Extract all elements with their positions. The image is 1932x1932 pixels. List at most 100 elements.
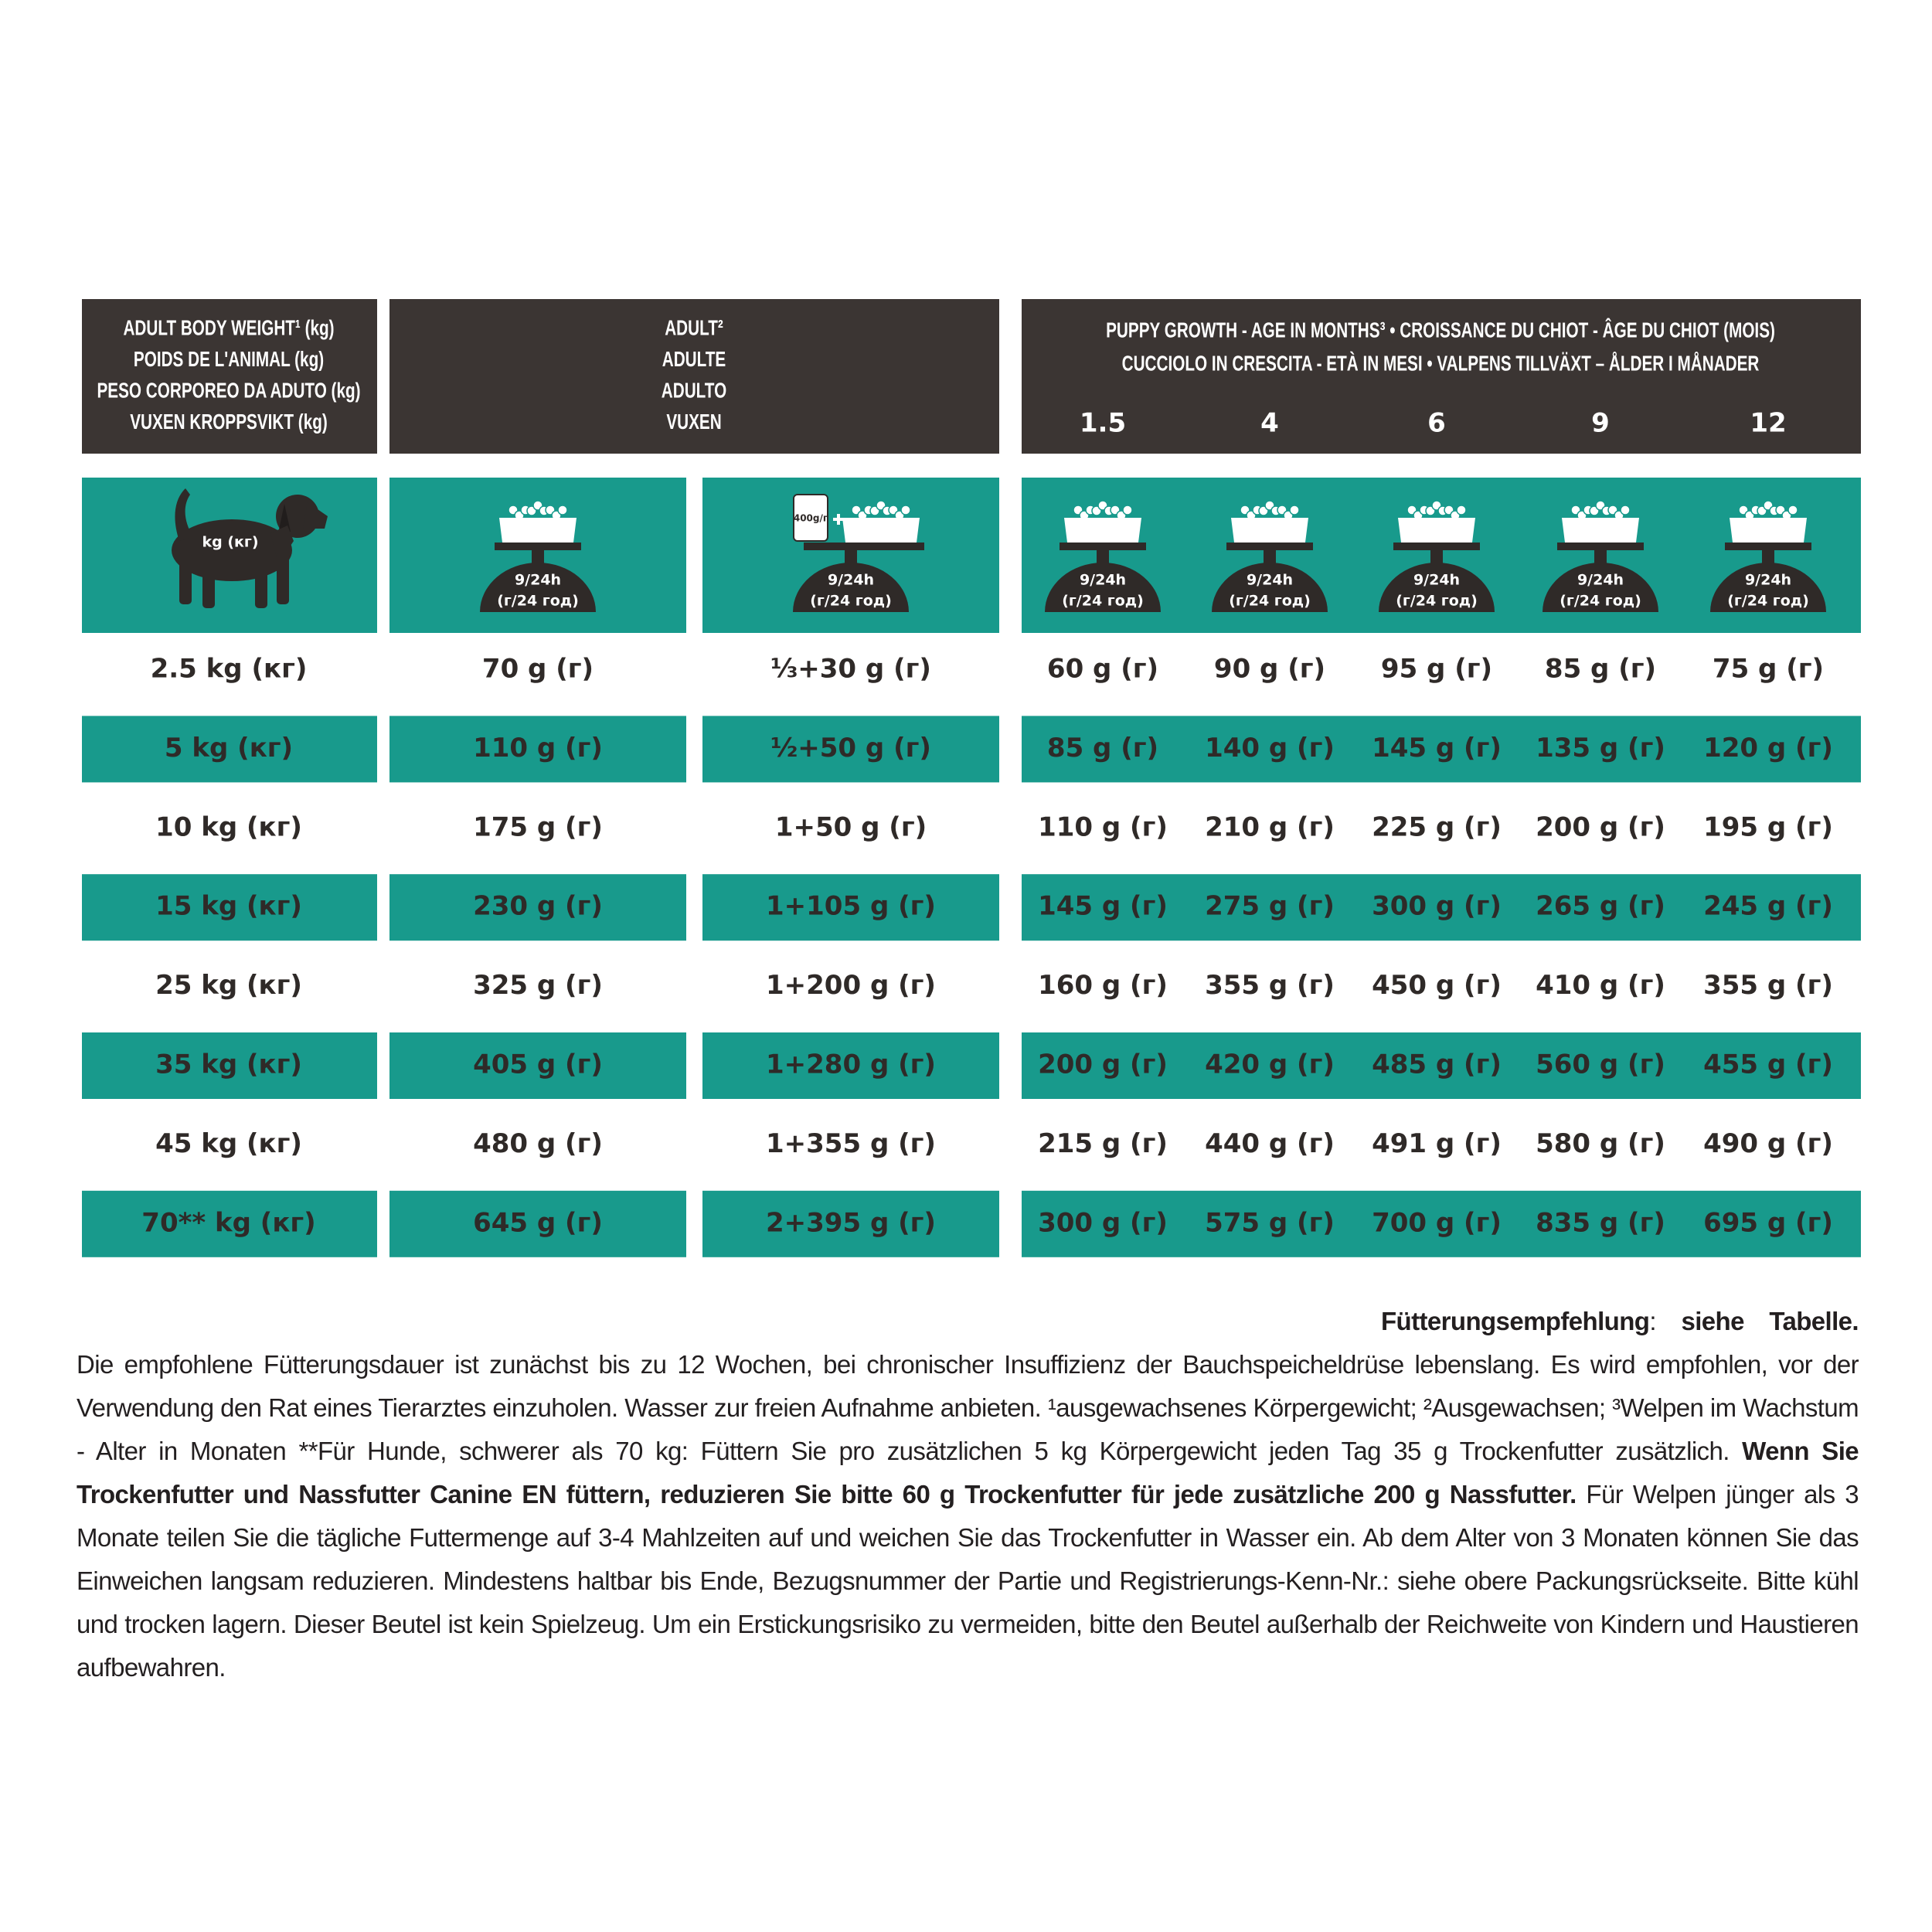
cell: 695 g (г)	[1703, 1207, 1833, 1238]
cell: 450 g (г)	[1372, 970, 1502, 1001]
bowl-icon	[842, 500, 920, 543]
bowl	[1064, 518, 1141, 543]
cell: 300 g (г)	[1038, 1207, 1168, 1238]
cell: 405 g (г)	[473, 1049, 603, 1080]
cell: 45 kg (кг)	[155, 1128, 302, 1159]
stem	[1264, 550, 1276, 566]
label: 9/24h	[1413, 572, 1460, 589]
cell: 490 g (г)	[1703, 1128, 1833, 1159]
pellet	[1289, 505, 1300, 515]
cell: 70** kg (кг)	[141, 1207, 315, 1238]
row-band	[82, 874, 377, 941]
label: (г/24 год)	[810, 593, 892, 610]
row-band	[389, 1190, 686, 1257]
label: 9/24h	[828, 572, 874, 589]
label: 9/24h	[1745, 572, 1791, 589]
cell: 145 g (г)	[1038, 891, 1168, 922]
row-band	[1022, 874, 1861, 941]
footnote-run: :	[1649, 1307, 1682, 1335]
header-panel	[389, 299, 999, 454]
cell: 200 g (г)	[1038, 1049, 1168, 1080]
stem	[845, 550, 857, 566]
scale-dome	[1543, 563, 1658, 612]
footnote-run: Für Welpen jünger als 3 Monate teilen Si…	[77, 1480, 1859, 1682]
header-panel	[82, 299, 377, 454]
label: (г/24 год)	[1727, 593, 1809, 610]
cell: 60 g (г)	[1047, 654, 1158, 685]
cell: 110 g (г)	[473, 733, 603, 764]
label: VUXEN	[666, 410, 721, 434]
cell: 245 g (г)	[1703, 891, 1833, 922]
label: PESO CORPOREO DA ADUTO (kg)	[97, 379, 360, 403]
label: ADULTO	[662, 379, 726, 403]
label: 4	[1260, 408, 1279, 439]
scale-dome	[1045, 563, 1161, 612]
footnote: Fütterungsempfehlung: siehe Tabelle. Die…	[77, 1300, 1859, 1689]
cell: 2.5 kg (кг)	[151, 654, 308, 685]
pellet	[900, 505, 911, 515]
cell: 1+50 g (г)	[775, 811, 927, 842]
bowl	[1231, 518, 1308, 543]
cell: 1+105 g (г)	[766, 891, 936, 922]
label: ADULTE	[662, 348, 726, 372]
plate	[1060, 543, 1146, 550]
cell: 440 g (г)	[1205, 1128, 1335, 1159]
cell: 835 g (г)	[1536, 1207, 1665, 1238]
cell: 110 g (г)	[1038, 811, 1168, 842]
label: 9/24h	[515, 572, 561, 589]
cell: 135 g (г)	[1536, 733, 1665, 764]
row-band	[1022, 1032, 1861, 1099]
cell: ½+50 g (г)	[770, 733, 931, 764]
cell: 35 kg (кг)	[155, 1049, 302, 1080]
plate	[804, 543, 924, 550]
label: (г/24 год)	[1062, 593, 1144, 610]
plate	[495, 543, 581, 550]
cell: 1+355 g (г)	[766, 1128, 936, 1159]
row-band	[82, 1190, 377, 1257]
cell: 275 g (г)	[1205, 891, 1335, 922]
cell: 230 g (г)	[473, 891, 603, 922]
cell: 215 g (г)	[1038, 1128, 1168, 1159]
label: (г/24 год)	[1229, 593, 1311, 610]
row-band	[82, 1032, 377, 1099]
cell: 10 kg (кг)	[155, 811, 302, 842]
stem	[1430, 550, 1443, 566]
label: ADULT BODY WEIGHT¹ (kg)	[123, 317, 334, 341]
label: 1.5	[1080, 408, 1126, 439]
bowl-icon	[1226, 500, 1313, 566]
bowl-icon	[1060, 500, 1146, 566]
dog-leg	[277, 553, 289, 604]
scale-dome	[480, 563, 596, 612]
plate	[1393, 543, 1480, 550]
row-band	[702, 1032, 999, 1099]
cell: 485 g (г)	[1372, 1049, 1502, 1080]
cell: 5 kg (кг)	[165, 733, 293, 764]
label: 9/24h	[1577, 572, 1624, 589]
label: 9/24h	[1247, 572, 1293, 589]
stem	[532, 550, 544, 566]
bowl	[499, 518, 577, 543]
cell: 420 g (г)	[1205, 1049, 1335, 1080]
bowl-icon	[1557, 500, 1644, 566]
row-band	[702, 716, 999, 783]
scale-dome	[793, 563, 909, 612]
row-band	[389, 874, 686, 941]
dog-icon	[172, 488, 328, 608]
label: kg (кг)	[202, 534, 258, 551]
label: (г/24 год)	[1396, 593, 1478, 610]
bowl-icon	[1725, 500, 1811, 566]
row-band	[702, 874, 999, 941]
pellet	[1456, 505, 1467, 515]
cell: 1+200 g (г)	[766, 970, 936, 1001]
can-label: 400g/г	[794, 513, 828, 524]
cell: 90 g (г)	[1214, 654, 1325, 685]
cell: 2+395 g (г)	[766, 1207, 936, 1238]
label: 12	[1750, 408, 1786, 439]
cell: 140 g (г)	[1205, 733, 1335, 764]
header-panel	[1022, 299, 1861, 454]
cell: 455 g (г)	[1703, 1049, 1833, 1080]
footnote-run: Die empfohlene Fütterungsdauer ist zunäc…	[77, 1350, 1859, 1465]
footnote-run: Fütterungsempfehlung	[1381, 1307, 1650, 1335]
dog-leg	[202, 553, 215, 608]
plate	[1557, 543, 1644, 550]
